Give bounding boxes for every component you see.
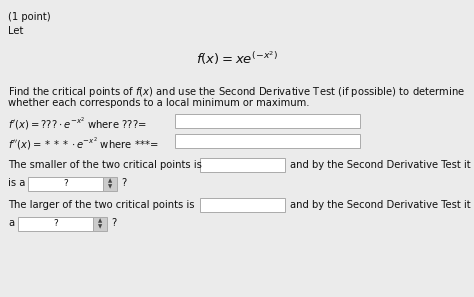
Text: ▲: ▲: [98, 219, 102, 224]
Text: ▲: ▲: [108, 179, 112, 184]
Text: and by the Second Derivative Test it: and by the Second Derivative Test it: [290, 160, 471, 170]
Bar: [175, 134, 360, 148]
Text: The smaller of the two critical points is: The smaller of the two critical points i…: [8, 160, 202, 170]
Bar: [93, 217, 107, 231]
Bar: [200, 198, 285, 212]
Text: ?: ?: [111, 218, 116, 228]
Text: (1 point): (1 point): [8, 12, 51, 22]
Text: is a: is a: [8, 178, 26, 188]
Text: $f'(x) =??? \cdot e^{-x^2}$ where ???=: $f'(x) =??? \cdot e^{-x^2}$ where ???=: [8, 116, 146, 132]
Text: ?: ?: [63, 179, 68, 189]
Text: ▼: ▼: [108, 184, 112, 189]
Text: The larger of the two critical points is: The larger of the two critical points is: [8, 200, 194, 210]
Bar: [103, 177, 117, 191]
Text: ?: ?: [53, 219, 58, 228]
Text: $f(x) = xe^{(-x^2)}$: $f(x) = xe^{(-x^2)}$: [196, 49, 278, 67]
Text: Let: Let: [8, 26, 23, 36]
Bar: [200, 158, 285, 172]
Bar: [175, 114, 360, 128]
Text: Find the critical points of $f(x)$ and use the Second Derivative Test (if possib: Find the critical points of $f(x)$ and u…: [8, 85, 465, 99]
Text: ▼: ▼: [98, 225, 102, 230]
Text: ?: ?: [121, 178, 126, 188]
Text: a: a: [8, 218, 14, 228]
Text: $f''(x) = * * * \cdot e^{-x^2}$ where ***=: $f''(x) = * * * \cdot e^{-x^2}$ where **…: [8, 136, 158, 152]
Text: whether each corresponds to a local minimum or maximum.: whether each corresponds to a local mini…: [8, 98, 310, 108]
Bar: [18, 217, 93, 231]
Bar: [28, 177, 103, 191]
Text: and by the Second Derivative Test it is: and by the Second Derivative Test it is: [290, 200, 474, 210]
